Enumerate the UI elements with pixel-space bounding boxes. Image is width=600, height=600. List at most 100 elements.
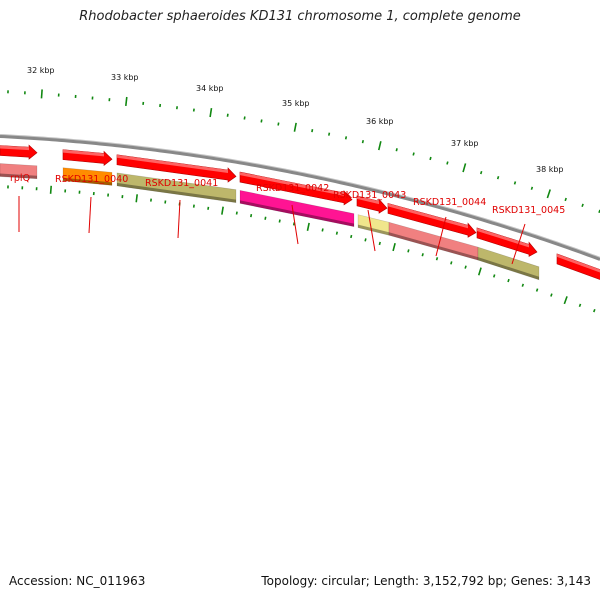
minor-tick [292,222,296,226]
minor-tick [593,308,596,313]
major-scale-tick [209,108,213,118]
cds-arrow-highlight [0,145,29,151]
minor-scale-tick [243,116,246,120]
gene-feature-RSKD131_0045 [477,246,540,281]
minor-scale-tick [277,122,280,126]
minor-tick [335,231,339,235]
scale-label-35-kbp: 35 kbp [282,99,310,108]
leader-line-RSKD131_0042 [291,204,299,245]
minor-tick [550,293,553,297]
minor-tick [507,278,510,283]
gene-label-rplQ: rplQ [10,173,30,184]
minor-scale-tick [260,119,263,123]
minor-tick [250,213,253,218]
gene-labels: rplQ RSKD131_0040 RSKD131_0041 RSKD131_0042… [10,173,565,265]
minor-scale-tick [429,156,432,161]
minor-scale-tick [328,132,331,136]
minor-tick [321,228,324,232]
minor-tick [364,238,367,242]
cds-arrows [0,144,600,280]
scale-label-34-kbp: 34 kbp [196,84,224,93]
gene-features [0,163,540,281]
gene-feature-shadow [478,257,539,280]
minor-tick [563,296,568,305]
minor-tick [235,211,238,215]
backbone-group [0,133,600,261]
cds-arrow-highlight [117,154,228,174]
minor-tick [492,274,496,278]
minor-tick [578,303,582,308]
minor-tick [477,267,482,276]
major-scale-tick [377,141,382,151]
gene-feature-rplQ [0,163,38,180]
gene-feature-shadow [117,182,236,203]
minor-tick [435,257,439,261]
backbone-shadow [0,133,600,259]
minor-scale-tick [311,129,314,133]
major-scale-tick [546,189,551,199]
minor-tick [535,288,539,292]
cds-arrow-highlight [477,227,529,248]
minor-tick [350,234,353,239]
minor-tick [421,253,424,257]
minor-tick [278,219,281,223]
minor-tick [306,222,310,231]
gene-feature-shadow [240,200,354,227]
major-scale-tick [40,89,43,99]
scale-label-32-kbp: 32 kbp [27,66,55,75]
minor-tick [221,206,224,215]
minor-scale-tick [446,161,449,165]
gene-feature-shadow [389,232,478,261]
minor-tick [521,283,525,287]
scale-label-36-kbp: 36 kbp [366,117,394,126]
cds-arrow-highlight [63,149,104,157]
minor-scale-tick [344,136,348,140]
scale-label-38-kbp: 38 kbp [536,165,564,174]
scale-ticks [7,89,600,214]
gene-feature-RSKD131_0041 [116,172,237,204]
minor-tick [450,261,453,265]
gene-feature-shadow [0,173,37,179]
minor-tick [407,249,410,253]
gene-feature-shadow [63,177,112,186]
gene-label-RSKD131_0043: RSKD131_0043 [333,190,406,201]
major-scale-tick [293,122,297,132]
genome-summary-text: Topology: circular; Length: 3,152,792 bp… [261,574,591,588]
map-title: Rhodobacter sphaeroides KD131 chromosome… [79,9,521,24]
accession-text: Accession: NC_011963 [9,574,146,588]
cds-arrow-highlight [240,172,344,196]
cds-arrow-highlight [388,203,468,229]
backbone-line [0,134,600,261]
leader-line-RSKD131_0045 [511,223,526,265]
minor-tick [392,243,396,252]
minor-scale-tick [412,152,415,156]
minor-scale-tick [581,203,584,208]
gene-feature-RSKD131_0042 [239,190,355,228]
minor-scale-tick [513,181,517,185]
scale-label-33-kbp: 33 kbp [111,73,139,82]
cds-arrow-highlight [557,253,600,273]
scale-label-37-kbp: 37 kbp [451,139,479,148]
gene-label-RSKD131_0041: RSKD131_0041 [145,178,218,189]
gene-label-RSKD131_0042: RSKD131_0042 [256,183,329,194]
leader-line-RSKD131_0040 [88,196,92,234]
leader-line-RSKD131_0041 [177,199,181,239]
minor-scale-tick [530,186,534,190]
minor-tick [378,241,381,246]
minor-tick [49,185,53,194]
minor-tick [464,265,467,269]
scale-labels: 32 kbp 33 kbp 34 kbp 35 kbp 36 kbp 37 kbp 38 k… [27,66,564,174]
minor-tick [135,194,138,203]
leader-line-RSKD131_0044 [435,216,447,257]
minor-scale-tick [480,170,483,175]
minor-scale-tick [395,148,398,152]
major-scale-tick [125,96,128,107]
minor-scale-tick [564,197,567,202]
leader-line-RSKD131_0043 [367,209,376,252]
minor-tick [264,216,267,220]
cds-arrow-highlight [357,195,379,205]
gene-label-RSKD131_0040: RSKD131_0040 [55,174,128,185]
major-scale-tick [462,163,467,173]
